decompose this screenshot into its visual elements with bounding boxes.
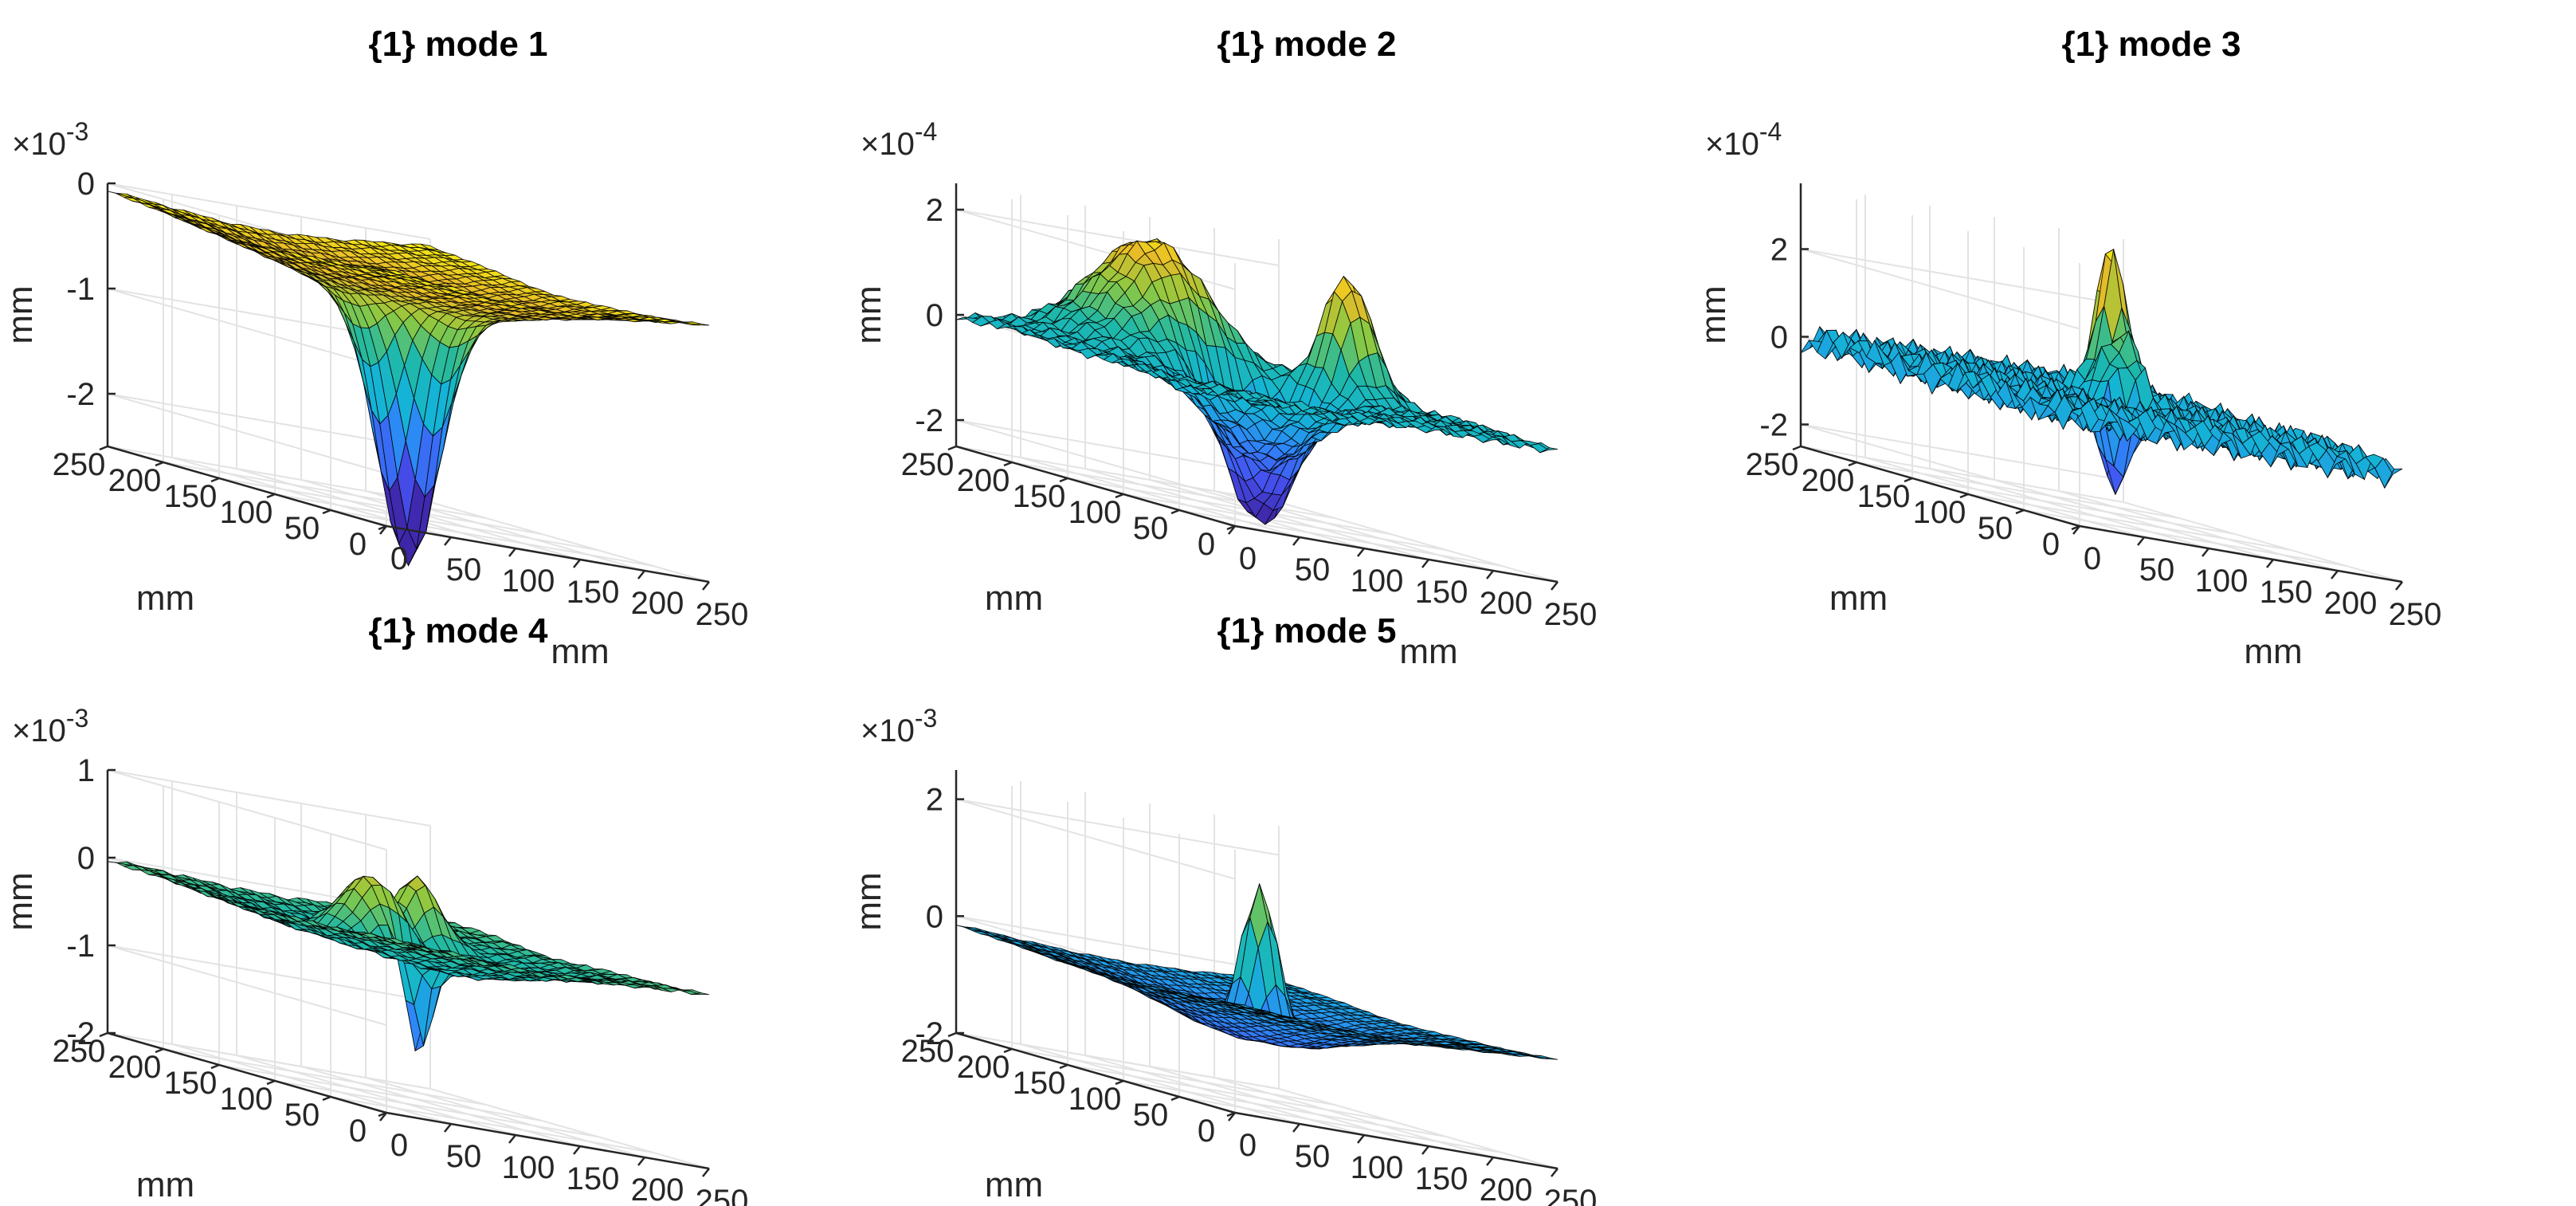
x-tick-label: 50	[446, 1139, 482, 1174]
y-tick-label: 50	[1133, 511, 1169, 546]
surface-patch	[691, 323, 710, 326]
y-tick-label: 100	[1913, 495, 1966, 530]
z-exponent-value: -4	[1759, 117, 1782, 146]
z-axis-label: mm	[1694, 285, 1733, 344]
z-tick-label: 2	[926, 193, 943, 228]
subplot-title: {1} mode 3	[2062, 25, 2241, 64]
y-tick-label: 150	[164, 1066, 218, 1101]
x-axis-label: mm	[2244, 632, 2302, 671]
x-tick-label: 150	[1415, 575, 1468, 610]
y-tick-label: 200	[1802, 463, 1855, 498]
y-tick-label: 0	[2042, 527, 2060, 562]
y-axis-label: mm	[136, 579, 194, 618]
z-tick-label: -1	[66, 272, 95, 307]
x-tick-label: 250	[1544, 597, 1598, 632]
z-axis-label: mm	[1, 872, 40, 930]
z-tick-label: 0	[926, 298, 943, 333]
y-tick-label: 50	[1978, 511, 2013, 546]
x-tick-label: 100	[1351, 564, 1404, 599]
x-tick-label: 0	[390, 1128, 408, 1163]
x-tick-label: 50	[1295, 552, 1331, 587]
y-tick-label: 100	[220, 1082, 273, 1117]
y-tick-label: 50	[284, 1098, 320, 1133]
x-tick-label: 50	[446, 552, 482, 587]
y-axis-label: mm	[985, 579, 1043, 618]
y-axis-line	[107, 445, 387, 528]
z-axis-label: mm	[849, 285, 888, 344]
z-exponent-value: -4	[915, 117, 937, 146]
surface	[107, 191, 710, 567]
z-tick-label: -2	[66, 1016, 95, 1051]
y-tick-label: 100	[220, 495, 273, 530]
grid	[107, 183, 710, 583]
y-tick-label: 200	[108, 463, 162, 498]
y-tick-label: 250	[53, 447, 106, 482]
x-tick-label: 0	[2084, 541, 2101, 576]
z-axis-label: mm	[1, 285, 40, 344]
x-tick-label: 100	[502, 1150, 555, 1185]
x-axis-label: mm	[1399, 632, 1457, 671]
y-tick-label: 150	[164, 479, 218, 514]
x-tick-label: 250	[2389, 597, 2442, 632]
z-tick-label: -2	[915, 403, 943, 438]
x-axis-label: mm	[551, 632, 609, 671]
z-tick-label: 0	[77, 167, 95, 202]
y-tick-label: 250	[1746, 447, 1799, 482]
x-tick-label: 0	[1239, 541, 1257, 576]
y-tick-label: 200	[957, 463, 1010, 498]
x-tick-label: 200	[631, 1173, 684, 1206]
x-tick-label: 150	[567, 1161, 620, 1196]
subplot-title: {1} mode 2	[1217, 25, 1397, 64]
subplot-1: 0 50 100 150 200 2500501001502002500-1-2×10-3…	[1, 25, 748, 671]
x-tick-label: 150	[567, 575, 620, 610]
y-tick-label: 0	[349, 1114, 367, 1149]
subplot-title: {1} mode 4	[369, 611, 549, 650]
x-tick-label: 100	[502, 564, 555, 599]
surface	[955, 238, 1559, 525]
x-tick-label: 200	[2324, 586, 2378, 621]
x-tick-label: 200	[631, 586, 684, 621]
x-tick-label: 200	[1480, 586, 1533, 621]
x-tick-label: 100	[2195, 564, 2249, 599]
subplot-2: 0 50 100 150 200 25005010015020025020-2×10-4m…	[849, 25, 1597, 671]
x-tick-label: 0	[390, 541, 408, 576]
z-tick-label: 2	[1770, 233, 1788, 268]
z-exponent-value: -3	[66, 704, 88, 733]
subplot-title: {1} mode 1	[369, 25, 548, 64]
y-tick-label: 200	[108, 1050, 162, 1085]
z-exponent-value: -3	[66, 117, 88, 146]
y-tick-label: 0	[349, 527, 367, 562]
y-tick-label: 50	[284, 511, 320, 546]
z-tick-label: 0	[1770, 320, 1788, 356]
y-tick-label: 150	[1013, 479, 1066, 514]
x-tick-label: 150	[2260, 575, 2313, 610]
y-tick-label: 150	[1857, 479, 1911, 514]
z-tick-label: -2	[66, 377, 95, 412]
z-tick-label: 1	[77, 753, 95, 788]
y-tick-label: 100	[1068, 495, 1122, 530]
z-tick-label: -1	[66, 929, 95, 964]
y-tick-label: 0	[1198, 527, 1215, 562]
x-tick-label: 50	[2139, 552, 2175, 587]
x-tick-label: 250	[696, 1184, 749, 1206]
y-axis-label: mm	[136, 1165, 194, 1204]
y-axis-label: mm	[1829, 579, 1888, 618]
x-axis-line	[386, 524, 710, 583]
z-tick-label: 0	[77, 841, 95, 876]
x-tick-label: 250	[696, 597, 749, 632]
y-tick-label: 250	[901, 447, 955, 482]
z-tick-label: -2	[1759, 408, 1788, 443]
